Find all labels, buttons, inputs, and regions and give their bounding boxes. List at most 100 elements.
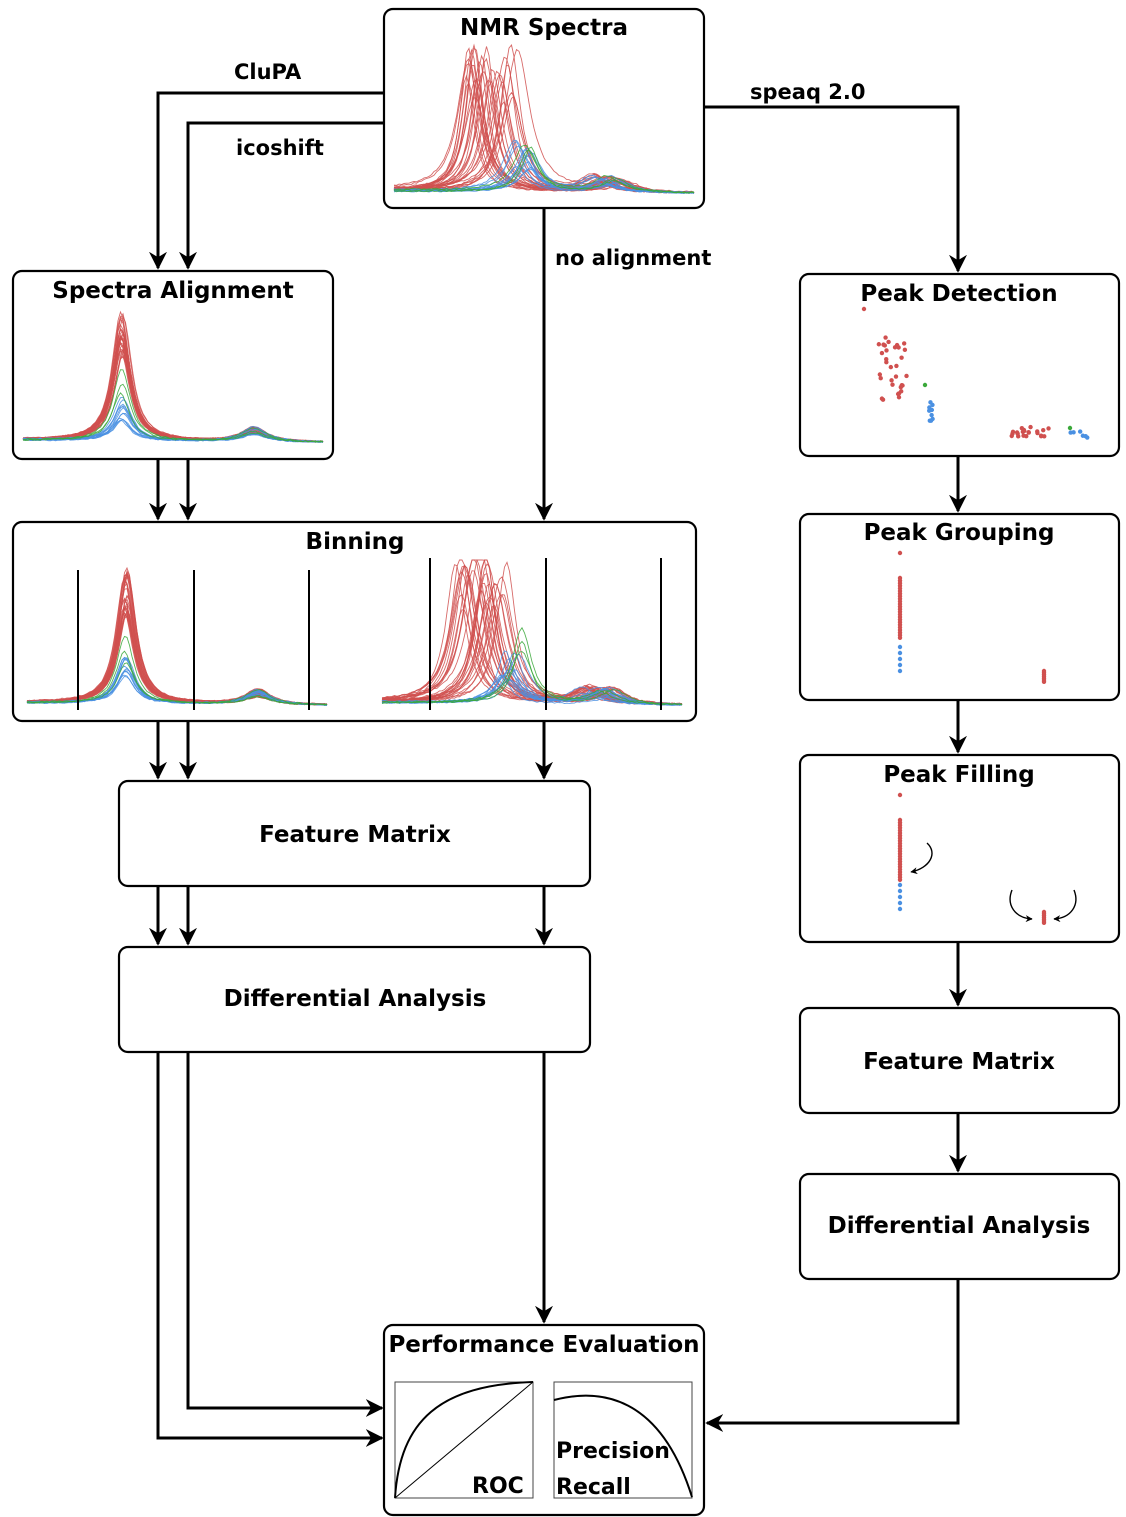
label-icoshift: icoshift [236,136,324,160]
peak-dot [897,882,903,888]
peak-dot [878,375,883,381]
grouped-peaks-scatter [897,550,1047,684]
spectrum-trace [393,166,695,194]
node-differential-analysis-left: Differential Analysis [117,945,592,1054]
peak-dot [1077,429,1083,434]
label-no-alignment: no alignment [555,246,711,270]
peak-dot [897,650,903,656]
peak-dot [1042,434,1047,439]
peak-dot [888,364,894,370]
peak-dot [1041,679,1047,684]
roc-curve-plot: ROC [394,1381,534,1499]
peak-dot [897,635,903,640]
peak-dot [1009,433,1014,439]
peak-dot [897,900,903,906]
fill-arrow-icon [910,842,933,875]
peak-dot [1038,433,1044,439]
peak-dot [1014,430,1020,435]
peak-dot [928,418,934,423]
spectra-alignment-title: Spectra Alignment [52,278,293,304]
peak-dot [928,400,933,405]
spectrum-trace [381,640,683,706]
peak-detection-title: Peak Detection [860,281,1057,307]
peak-dot [877,372,883,377]
spectra-alignment-box [11,269,335,461]
peak-dot [897,644,903,650]
peak-dot [896,395,902,400]
peak-grouping-box [798,512,1121,702]
peak-grouping-title: Peak Grouping [864,520,1055,546]
spectrum-trace [393,149,695,194]
bin-boundaries [77,558,662,710]
peak-dot [897,877,903,882]
node-peak-filling: Peak Filling [798,753,1121,944]
label-clupa: CluPA [234,60,302,84]
peak-dot [897,662,903,668]
node-binning: Binning [11,520,698,723]
differential-analysis-right-title: Differential Analysis [828,1213,1091,1239]
fill-arrow-icon [1053,889,1077,923]
peak-dot [927,408,932,413]
node-feature-matrix-right: Feature Matrix [798,1006,1121,1115]
peak-dot [899,355,904,360]
peak-dot [886,339,891,345]
peak-dot [896,345,901,350]
feature-matrix-left-title: Feature Matrix [259,822,451,848]
filled-peaks-scatter [897,792,1047,925]
fill-arrow-icon [1009,889,1033,923]
raw-spectra-plot [393,43,695,194]
peak-dot [1041,920,1047,925]
peak-dot [897,906,903,912]
peak-dot [1028,424,1033,430]
peak-filling-title: Peak Filling [883,762,1034,788]
spectrum-trace [381,671,683,706]
peak-dot [879,396,885,401]
node-spectra-alignment: Spectra Alignment [11,269,335,461]
connectors [149,91,967,1447]
precision-label: Precision [556,1439,670,1464]
peak-dot [897,792,903,798]
peak-dot [897,668,903,674]
peak-dot [929,412,934,418]
node-differential-analysis-right: Differential Analysis [798,1172,1121,1281]
peak-dot [902,347,908,353]
edge-icoshift [179,121,384,270]
binning-box [11,520,698,723]
feature-matrix-left-box [117,779,592,888]
peak-dot [922,382,928,388]
node-nmr-spectra: NMR Spectra [382,7,706,210]
peak-dot [893,374,899,379]
peak-dot [1046,426,1051,431]
peak-dot [892,345,898,350]
aligned-spectra-plot [22,310,324,443]
peak-dot [879,350,885,356]
node-performance-evaluation: Performance Evaluation ROC Precision Rec… [382,1323,706,1517]
node-peak-detection: Peak Detection [798,272,1121,458]
detected-peaks-scatter [861,306,1090,440]
peak-dot [904,373,909,379]
node-feature-matrix-left: Feature Matrix [117,779,592,888]
fill-arrows [910,842,1077,923]
peak-dot [894,363,899,369]
peak-dot [1041,427,1046,433]
peak-detection-box [798,272,1121,458]
spectrum-trace [22,392,324,443]
peak-dot [861,306,867,312]
peak-dot [876,342,882,347]
peak-dot [1035,429,1040,434]
differential-analysis-right-box [798,1172,1121,1281]
spectrum-trace [22,383,323,443]
edge-da-pe-2 [186,1052,384,1417]
peak-dot [884,356,889,362]
peak-dot [1026,429,1031,435]
performance-evaluation-title: Performance Evaluation [388,1332,699,1358]
peak-dot [884,348,889,353]
binned-raw-spectra-plot [381,559,683,706]
feature-matrix-right-box [798,1006,1121,1115]
roc-label: ROC [472,1474,524,1499]
roc-curve [394,1381,534,1499]
peak-dot [897,894,903,900]
differential-analysis-left-title: Differential Analysis [224,986,487,1012]
